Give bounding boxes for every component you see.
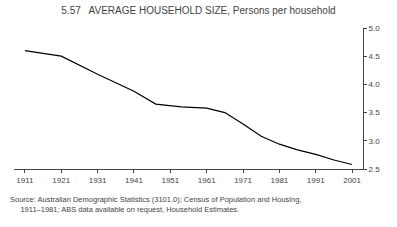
- svg-text:1951: 1951: [161, 176, 179, 185]
- svg-text:1961: 1961: [198, 176, 216, 185]
- svg-text:1991: 1991: [307, 176, 325, 185]
- svg-text:1911: 1911: [16, 176, 34, 185]
- svg-text:5.57 AVERAGE HOUSEHOLD SIZE,: 5.57 AVERAGE HOUSEHOLD SIZE, Persons per…: [61, 5, 335, 16]
- svg-text:1921: 1921: [52, 176, 70, 185]
- svg-text:4.5: 4.5: [369, 52, 381, 61]
- svg-text:5.0: 5.0: [369, 24, 381, 33]
- svg-text:4.0: 4.0: [369, 80, 381, 89]
- svg-text:1931: 1931: [89, 176, 107, 185]
- svg-text:Source: Australian Demographic: Source: Australian Demographic Statistic…: [10, 195, 301, 214]
- svg-text:1941: 1941: [125, 176, 143, 185]
- svg-text:2001: 2001: [343, 176, 361, 185]
- svg-text:1971: 1971: [234, 176, 252, 185]
- svg-text:2.5: 2.5: [369, 165, 381, 174]
- svg-text:3.5: 3.5: [369, 108, 381, 117]
- svg-text:3.0: 3.0: [369, 137, 381, 146]
- svg-text:1981: 1981: [270, 176, 288, 185]
